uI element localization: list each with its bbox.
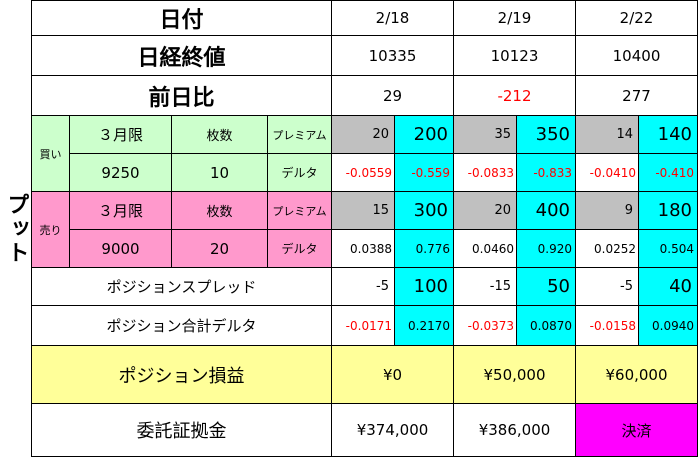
sell-delta-col-3[interactable]: 0.0252: [576, 230, 639, 268]
buy-delta-col-2[interactable]: -0.0833: [454, 154, 517, 192]
header-day-change: 前日比: [32, 76, 332, 116]
change-col-3[interactable]: 277: [576, 76, 698, 116]
buy-premium-label[interactable]: プレミアム: [268, 116, 332, 154]
spread-total-col-2[interactable]: 50: [517, 268, 576, 306]
sell-premium-col-3[interactable]: 9: [576, 192, 639, 230]
buy-label: 買い: [39, 147, 62, 161]
pos-delta-total-col-1[interactable]: 0.2170: [395, 306, 454, 346]
date-col-3[interactable]: 2/22: [576, 0, 698, 36]
close-col-1[interactable]: 10335: [332, 36, 454, 76]
sell-premium-label[interactable]: プレミアム: [268, 192, 332, 230]
sell-delta-col-2[interactable]: 0.0460: [454, 230, 517, 268]
sell-premium-total-col-2[interactable]: 400: [517, 192, 576, 230]
sell-label: 売り: [39, 223, 62, 237]
date-col-2[interactable]: 2/19: [454, 0, 576, 36]
buy-qty-label[interactable]: 枚数: [172, 116, 268, 154]
pos-delta-col-1[interactable]: -0.0171: [332, 306, 395, 346]
pos-delta-total-col-2[interactable]: 0.0870: [517, 306, 576, 346]
buy-delta-col-3[interactable]: -0.0410: [576, 154, 639, 192]
side-label-put: プット: [3, 192, 29, 265]
sell-month[interactable]: ３月限: [70, 192, 172, 230]
spread-col-2[interactable]: -15: [454, 268, 517, 306]
buy-delta-col-1[interactable]: -0.0559: [332, 154, 395, 192]
sell-premium-total-col-1[interactable]: 300: [395, 192, 454, 230]
sell-label-cell: 売り: [32, 192, 70, 268]
header-margin: 委託証拠金: [32, 404, 332, 457]
sell-premium-col-2[interactable]: 20: [454, 192, 517, 230]
buy-delta-total-col-3[interactable]: -0.410: [639, 154, 698, 192]
buy-delta-label[interactable]: デルタ: [268, 154, 332, 192]
spread-total-col-3[interactable]: 40: [639, 268, 698, 306]
change-col-2[interactable]: -212: [454, 76, 576, 116]
buy-premium-total-col-2[interactable]: 350: [517, 116, 576, 154]
buy-label-cell: 買い: [32, 116, 70, 192]
buy-premium-col-2[interactable]: 35: [454, 116, 517, 154]
sell-delta-label[interactable]: デルタ: [268, 230, 332, 268]
spread-total-col-1[interactable]: 100: [395, 268, 454, 306]
pnl-col-1[interactable]: ¥0: [332, 346, 454, 404]
pnl-col-2[interactable]: ¥50,000: [454, 346, 576, 404]
sell-qty-label[interactable]: 枚数: [172, 192, 268, 230]
header-nikkei-close: 日経終値: [32, 36, 332, 76]
sell-delta-total-col-1[interactable]: 0.776: [395, 230, 454, 268]
pos-delta-total-col-3[interactable]: 0.0940: [639, 306, 698, 346]
pos-delta-col-3[interactable]: -0.0158: [576, 306, 639, 346]
buy-premium-total-col-3[interactable]: 140: [639, 116, 698, 154]
buy-strike[interactable]: 9250: [70, 154, 172, 192]
header-position-delta: ポジション合計デルタ: [32, 306, 332, 346]
header-date: 日付: [32, 0, 332, 36]
spread-col-1[interactable]: -5: [332, 268, 395, 306]
sell-premium-col-1[interactable]: 15: [332, 192, 395, 230]
sell-delta-total-col-2[interactable]: 0.920: [517, 230, 576, 268]
buy-delta-total-col-2[interactable]: -0.833: [517, 154, 576, 192]
sell-delta-total-col-3[interactable]: 0.504: [639, 230, 698, 268]
settled-status-cell[interactable]: 決済: [576, 404, 698, 457]
buy-premium-total-col-1[interactable]: 200: [395, 116, 454, 154]
spread-col-3[interactable]: -5: [576, 268, 639, 306]
buy-delta-total-col-1[interactable]: -0.559: [395, 154, 454, 192]
change-col-1[interactable]: 29: [332, 76, 454, 116]
date-col-1[interactable]: 2/18: [332, 0, 454, 36]
buy-premium-col-3[interactable]: 14: [576, 116, 639, 154]
buy-month[interactable]: ３月限: [70, 116, 172, 154]
pos-delta-col-2[interactable]: -0.0373: [454, 306, 517, 346]
sell-strike[interactable]: 9000: [70, 230, 172, 268]
sell-premium-total-col-3[interactable]: 180: [639, 192, 698, 230]
sell-delta-col-1[interactable]: 0.0388: [332, 230, 395, 268]
header-position-spread: ポジションスプレッド: [32, 268, 332, 306]
pnl-col-3[interactable]: ¥60,000: [576, 346, 698, 404]
header-position-pnl: ポジション損益: [32, 346, 332, 404]
buy-qty[interactable]: 10: [172, 154, 268, 192]
close-col-3[interactable]: 10400: [576, 36, 698, 76]
sell-qty[interactable]: 20: [172, 230, 268, 268]
margin-col-1[interactable]: ¥374,000: [332, 404, 454, 457]
margin-col-2[interactable]: ¥386,000: [454, 404, 576, 457]
buy-premium-col-1[interactable]: 20: [332, 116, 395, 154]
close-col-2[interactable]: 10123: [454, 36, 576, 76]
